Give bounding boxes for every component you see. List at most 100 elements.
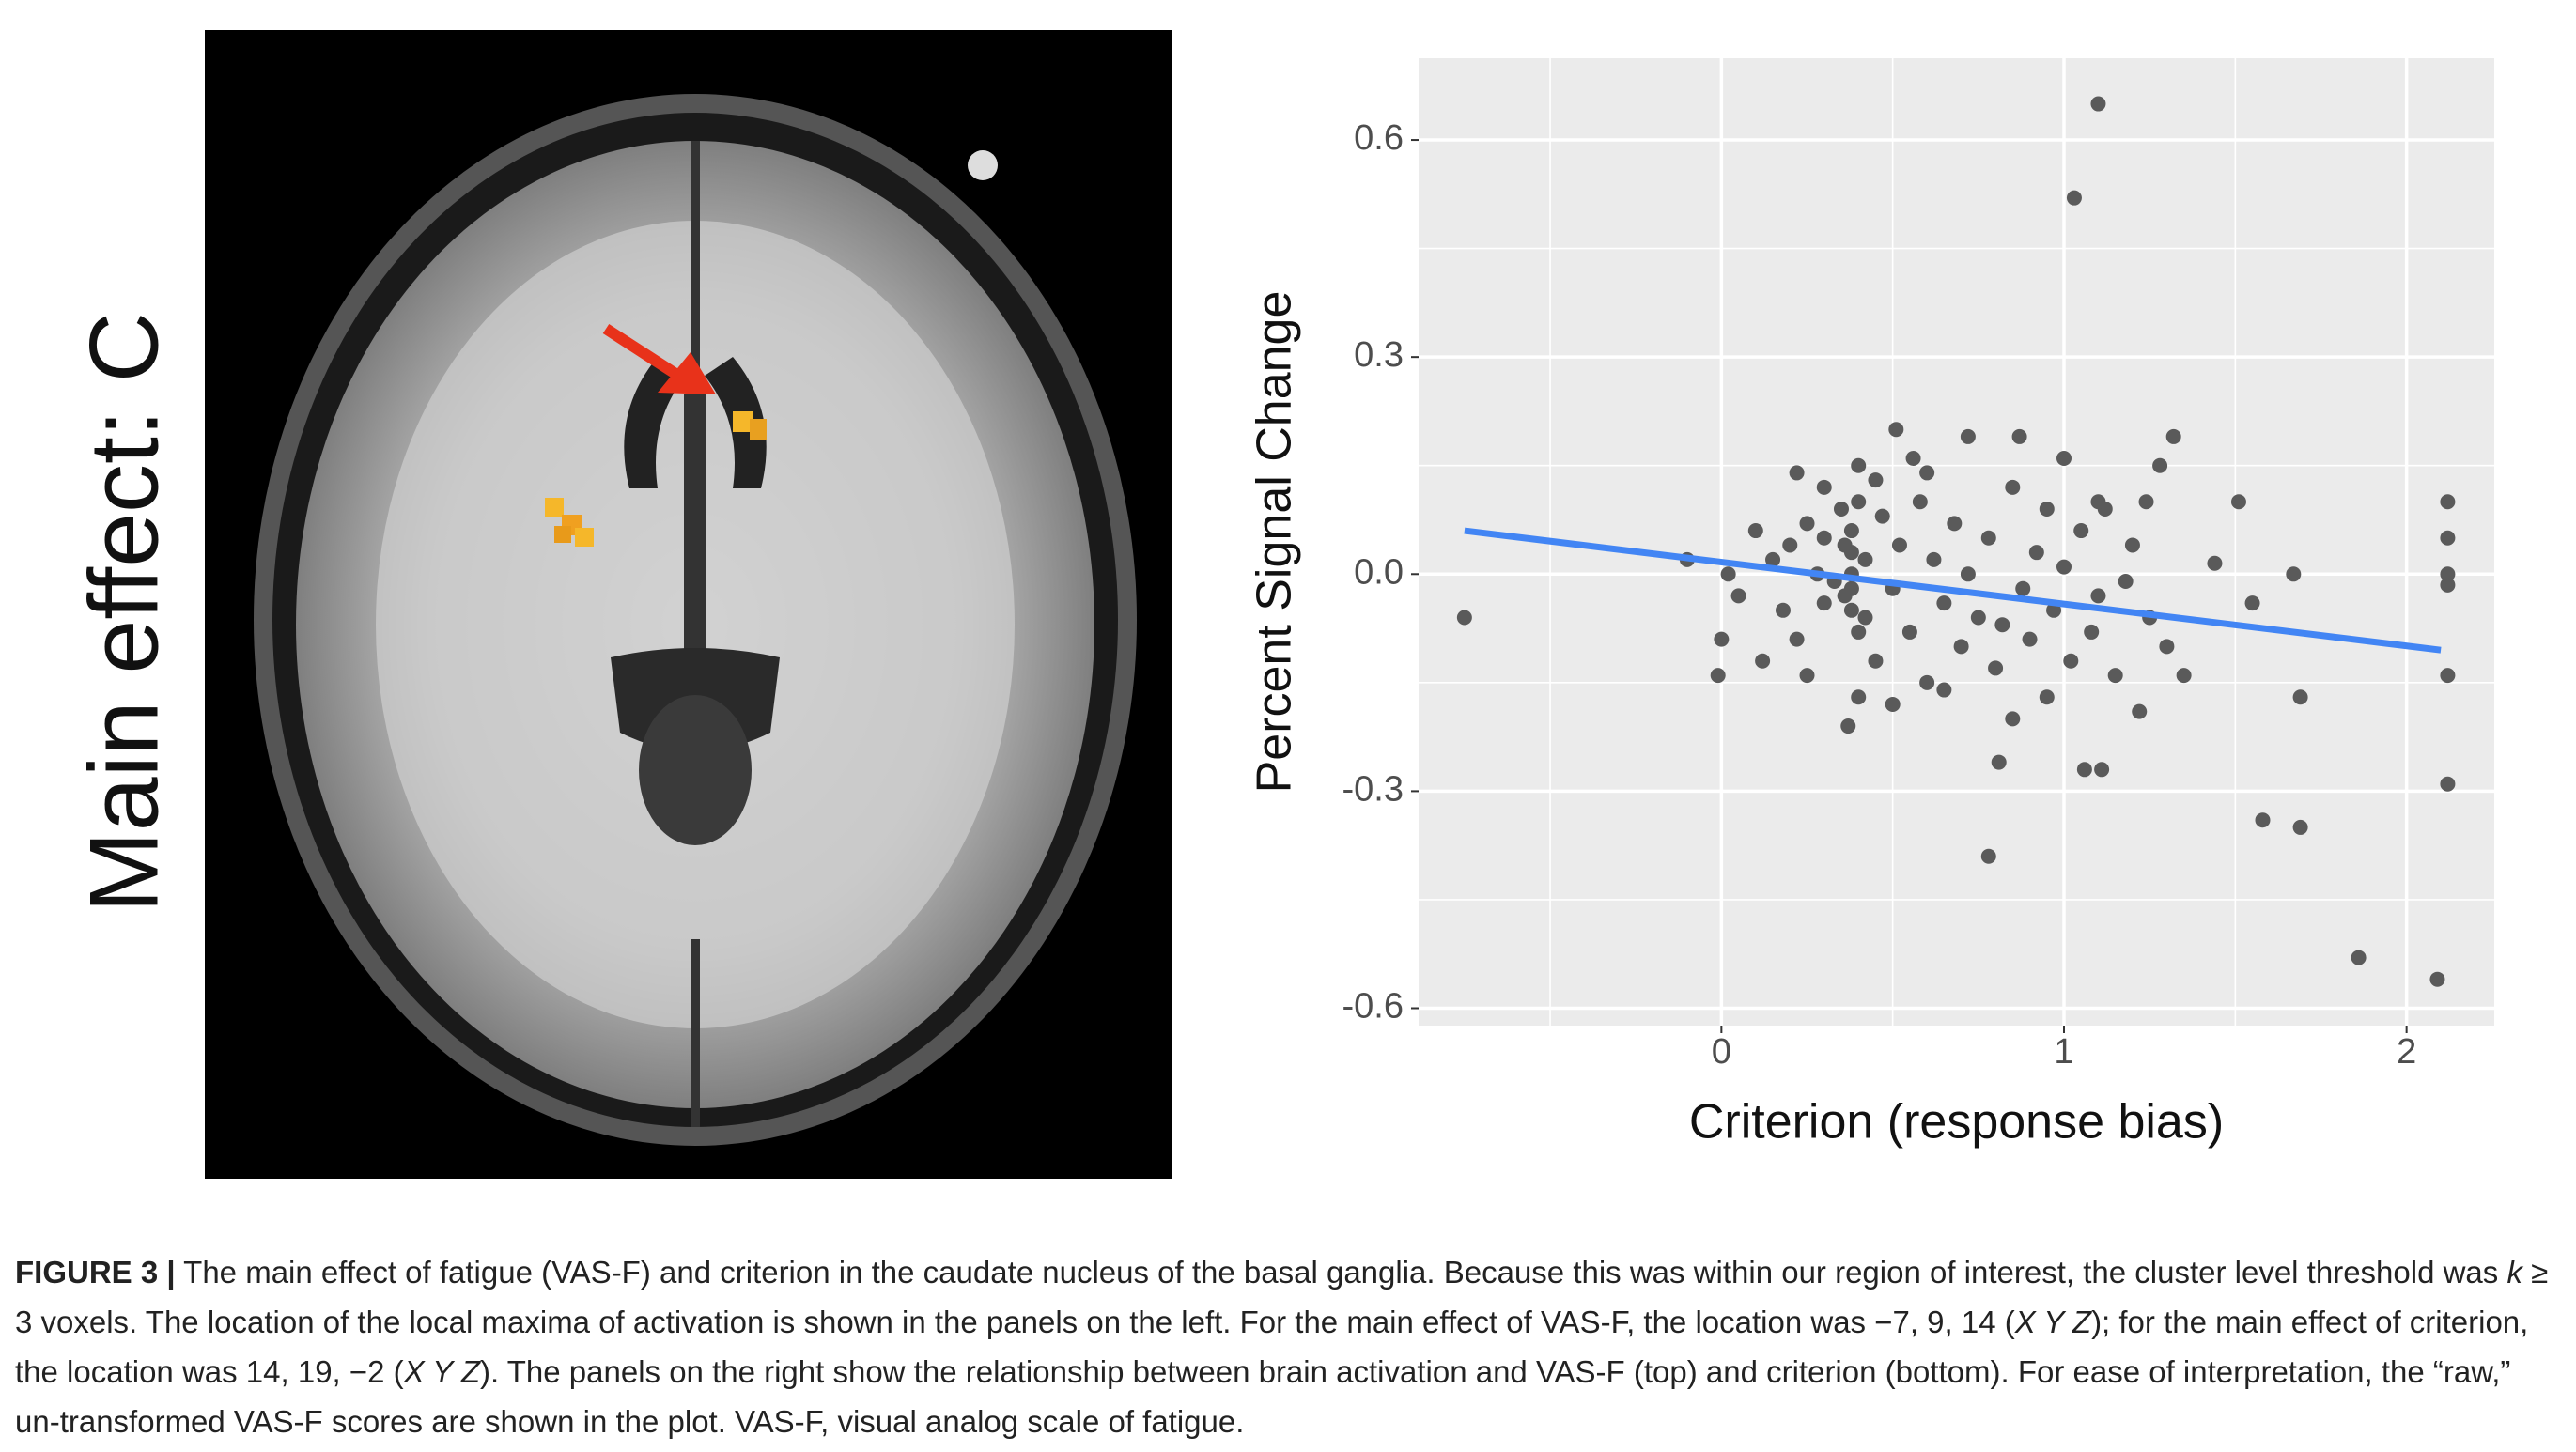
y-tick-label: 0.0 [1354,552,1404,592]
caption-text: ); for the main effect of criterion, the… [15,1305,2529,1389]
x-axis-title: Criterion (response bias) [1689,1095,2224,1150]
data-point [2022,631,2038,647]
data-point [2255,812,2271,828]
data-point [2118,573,2134,589]
data-point [2440,577,2456,593]
data-point [2107,668,2123,684]
data-point [2124,537,2140,553]
data-point [1960,566,1976,582]
data-point [1919,674,1935,690]
data-point [2351,950,2367,965]
data-point [1765,551,1781,567]
data-point [1730,588,1746,604]
data-point [2207,555,2223,571]
trend-line [1464,527,2442,654]
data-point [1868,472,1884,488]
data-point [1782,537,1798,553]
plot-panel [1419,58,2494,1026]
data-point [2132,703,2148,719]
data-point [2429,971,2445,987]
data-point [2039,501,2055,517]
data-point [1851,457,1867,473]
data-point [2076,762,2092,778]
data-point [1947,516,1963,532]
data-point [1905,451,1921,467]
data-point [2005,479,2021,495]
y-tick-label: 0.3 [1354,335,1404,375]
data-point [2073,523,2089,539]
data-point [2440,668,2456,684]
figure: Main effect: C 0 1 2 0.6 0.3 0.0 -0.3 -0.6 Crite… [70,30,2494,1179]
y-tick-label: -0.6 [1342,987,1404,1027]
caption-text: X Y Z [403,1354,481,1389]
data-point [1843,602,1859,618]
data-point [1919,465,1935,481]
data-point [1991,754,2007,770]
data-point [2230,494,2246,510]
data-point [1799,516,1815,532]
data-point [1994,617,2010,633]
data-point [2011,428,2027,444]
data-point [2063,653,2079,669]
data-point [1456,610,1472,626]
data-point [1843,523,1859,539]
caption-text: FIGURE 3 | [15,1255,176,1290]
y-tick-label: -0.3 [1342,769,1404,809]
data-point [2440,530,2456,546]
data-point [2090,96,2106,112]
data-point [1747,523,1763,539]
data-point [2028,545,2044,561]
data-point [1837,588,1853,604]
data-point [2440,494,2456,510]
y-axis-title: Percent Signal Change [1248,291,1302,794]
data-point [1970,610,1986,626]
data-point [1714,631,1730,647]
data-point [2090,588,2106,604]
data-point [2286,566,2302,582]
data-point [2056,559,2072,575]
data-point [2090,494,2106,510]
data-point [1720,566,1736,582]
data-point [1901,624,1917,640]
data-point [1912,494,1928,510]
data-point [1857,610,1873,626]
data-point [1953,639,1969,655]
data-point [1960,428,1976,444]
scatter-plot: 0 1 2 0.6 0.3 0.0 -0.3 -0.6 Criterion (response … [1248,58,2494,1150]
data-point [1755,653,1771,669]
data-point [1789,631,1805,647]
data-point [1888,422,1904,438]
data-point [1840,718,1856,734]
x-tick-label: 1 [2054,1032,2073,1072]
data-point [1988,660,2004,676]
data-point [1816,595,1832,611]
data-point [1833,501,1849,517]
data-point [1816,479,1832,495]
caption-text: ). The panels on the right show the rela… [15,1354,2511,1439]
x-tick-label: 2 [2397,1032,2416,1072]
data-point [2046,602,2062,618]
data-point [1857,551,1873,567]
data-point [1799,668,1815,684]
data-point [2005,711,2021,727]
data-point [1980,530,1996,546]
data-point [2159,639,2175,655]
data-point [2084,624,2100,640]
data-point [1885,696,1901,712]
data-point [2440,776,2456,792]
data-point [1837,537,1853,553]
data-point [1936,595,1952,611]
data-point [1980,848,1996,864]
data-point [1775,602,1791,618]
caption-text: X Y Z [2014,1305,2092,1339]
caption-text: ≥ 3 voxels. The location of the local ma… [15,1255,2549,1339]
x-tick-label: 0 [1712,1032,1731,1072]
data-point [2066,190,2082,206]
data-point [1868,653,1884,669]
data-point [1851,624,1867,640]
data-point [1851,494,1867,510]
data-point [2292,689,2308,705]
data-point [2165,428,2181,444]
data-point [1710,668,1726,684]
